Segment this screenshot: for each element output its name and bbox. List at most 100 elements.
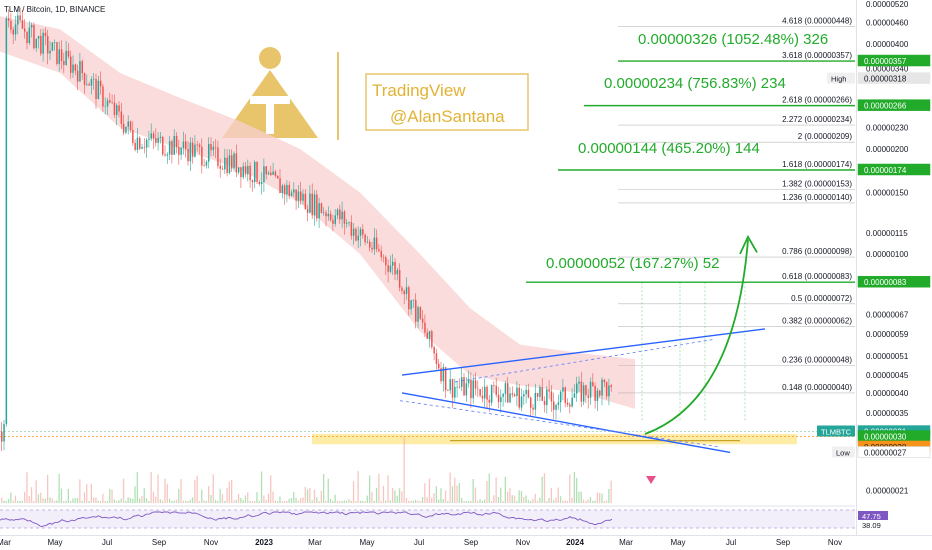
volume-bar bbox=[456, 485, 458, 503]
candle-body bbox=[378, 249, 380, 252]
volume-bar bbox=[532, 499, 534, 503]
volume-bar bbox=[348, 499, 350, 503]
volume-bar bbox=[332, 500, 334, 503]
time-axis[interactable]: Mar May Jul Sep Nov 2023 Mar May Jul Sep Nov 2024 Ma… bbox=[0, 535, 932, 548]
volume-bar bbox=[93, 497, 95, 503]
candle-body bbox=[219, 165, 221, 169]
volume-bar bbox=[106, 501, 109, 503]
volume-bar bbox=[373, 500, 375, 503]
candle-body bbox=[451, 379, 454, 398]
volume-bar bbox=[433, 493, 435, 503]
candle-body bbox=[589, 381, 592, 398]
candle-body bbox=[306, 209, 309, 213]
price-tick: 0.00000100 bbox=[866, 250, 909, 259]
volume-bar bbox=[387, 475, 389, 503]
volume-bar bbox=[470, 500, 472, 503]
volume-bar bbox=[458, 482, 460, 503]
symbol-title: TLM / Bitcoin, 1D, BINANCE bbox=[4, 5, 105, 14]
volume-bar bbox=[178, 488, 180, 503]
volume-bar bbox=[504, 476, 506, 503]
volume-bar bbox=[14, 495, 17, 503]
candle-body bbox=[274, 171, 277, 176]
candle-body bbox=[553, 401, 555, 410]
candle-body bbox=[313, 194, 316, 216]
price-axis[interactable]: 0.00000520 0.00000460 0.00000400 0.00000340… bbox=[817, 0, 932, 535]
candle-body bbox=[102, 86, 104, 107]
candle-body bbox=[477, 388, 479, 390]
volume-bar bbox=[357, 471, 359, 503]
volume-bar bbox=[585, 501, 587, 503]
volume-bar bbox=[83, 492, 86, 503]
time-tick: Sep bbox=[776, 538, 791, 547]
candle-body bbox=[610, 385, 612, 387]
volume-bar bbox=[502, 501, 504, 503]
volume-bar bbox=[233, 500, 235, 503]
candle-body bbox=[212, 146, 215, 151]
volume-bar bbox=[380, 500, 382, 503]
volume-bar bbox=[150, 471, 152, 503]
badge-tag: TLMBTC bbox=[821, 428, 852, 437]
candle-body bbox=[70, 56, 72, 73]
candle-body bbox=[428, 331, 431, 339]
volume-bar bbox=[157, 474, 159, 503]
volume-bar bbox=[212, 474, 214, 503]
volume-bar bbox=[415, 499, 417, 503]
volume-bar bbox=[610, 480, 612, 503]
candle-body bbox=[500, 396, 502, 403]
candle-body bbox=[235, 153, 238, 173]
volume-bar bbox=[104, 501, 106, 503]
candle-body bbox=[371, 247, 373, 250]
candle-body bbox=[139, 137, 141, 149]
candle-body bbox=[49, 50, 51, 54]
candle-body bbox=[375, 237, 378, 250]
rsi-badge: 47.75 bbox=[862, 512, 881, 521]
volume-bar bbox=[182, 500, 184, 503]
candle-body bbox=[431, 331, 433, 348]
volume-bar bbox=[493, 495, 495, 503]
time-tick: Jul bbox=[414, 538, 424, 547]
volume-bar bbox=[194, 480, 196, 503]
volume-bar bbox=[355, 501, 357, 503]
volume-bar bbox=[279, 496, 281, 503]
volume-bar bbox=[272, 491, 274, 503]
volume-bar bbox=[67, 489, 69, 503]
volume-bar bbox=[95, 497, 97, 503]
candle-body bbox=[3, 423, 5, 442]
target-layer: 0.00000326 (1052.48%) 326 0.00000234 (756… bbox=[526, 31, 855, 283]
volume-bar bbox=[364, 501, 366, 503]
candle-body bbox=[318, 203, 320, 219]
candle-body bbox=[592, 381, 594, 386]
volume-bar bbox=[461, 497, 463, 503]
volume-bar bbox=[539, 497, 541, 503]
volume-bar bbox=[477, 500, 479, 503]
candle-body bbox=[17, 15, 19, 25]
candle-body bbox=[555, 404, 557, 410]
candle-body bbox=[449, 379, 451, 391]
candle-body bbox=[263, 166, 265, 182]
volume-bar bbox=[488, 473, 490, 503]
volume-bar bbox=[536, 500, 539, 503]
target-label: 0.00000144 (465.20%) 144 bbox=[578, 140, 760, 157]
time-tick: Mar bbox=[308, 538, 322, 547]
candle-body bbox=[83, 73, 86, 85]
price-tick: 0.00000340 bbox=[866, 64, 909, 73]
volume-bar bbox=[12, 500, 14, 503]
volume-bar bbox=[270, 475, 272, 503]
candle-body bbox=[509, 393, 511, 403]
target-label: 0.00000052 (167.27%) 52 bbox=[546, 255, 719, 272]
candle-body bbox=[44, 32, 47, 37]
candle-body bbox=[214, 146, 217, 148]
candle-body bbox=[194, 144, 196, 157]
candle-body bbox=[497, 394, 500, 403]
volume-bar bbox=[37, 494, 40, 503]
support-zone-layer bbox=[0, 431, 855, 445]
candle-body bbox=[14, 24, 17, 35]
price-tick: 0.00000230 bbox=[866, 124, 909, 133]
volume-bar bbox=[249, 501, 251, 503]
candle-body bbox=[104, 106, 106, 108]
volume-bar bbox=[44, 498, 46, 503]
candle-body bbox=[346, 222, 348, 224]
candle-body bbox=[28, 27, 31, 44]
volume-bar bbox=[516, 500, 518, 503]
volume-bar bbox=[474, 487, 477, 503]
